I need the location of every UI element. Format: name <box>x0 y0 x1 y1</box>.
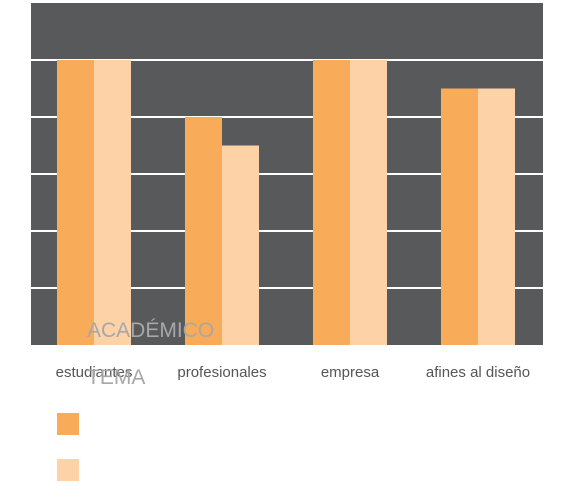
bar-estudiantes-series-1 <box>57 60 94 345</box>
bar-profesionales-series-1 <box>185 117 222 345</box>
category-label: empresa <box>321 364 380 381</box>
overlay-label-academico: ACADÉMICO <box>87 319 214 342</box>
bar-empresa-series-2 <box>350 60 387 345</box>
legend-swatch-series-2 <box>57 459 79 481</box>
bar-afines-al-diseño-series-1 <box>441 88 478 345</box>
bar-afines-al-diseño-series-2 <box>478 88 515 345</box>
bar-profesionales-series-2 <box>222 145 259 345</box>
category-label: afines al diseño <box>426 364 530 381</box>
bars <box>57 60 515 345</box>
legend-swatch-series-1 <box>57 413 79 435</box>
category-label: estudiantes <box>56 364 133 381</box>
bar-estudiantes-series-2 <box>94 60 131 345</box>
category-label: profesionales <box>177 364 266 381</box>
bar-empresa-series-1 <box>313 60 350 345</box>
category-labels: estudiantes profesionales empresa afines al… <box>56 364 530 381</box>
overlay-label-tema: TEMA <box>87 366 145 389</box>
